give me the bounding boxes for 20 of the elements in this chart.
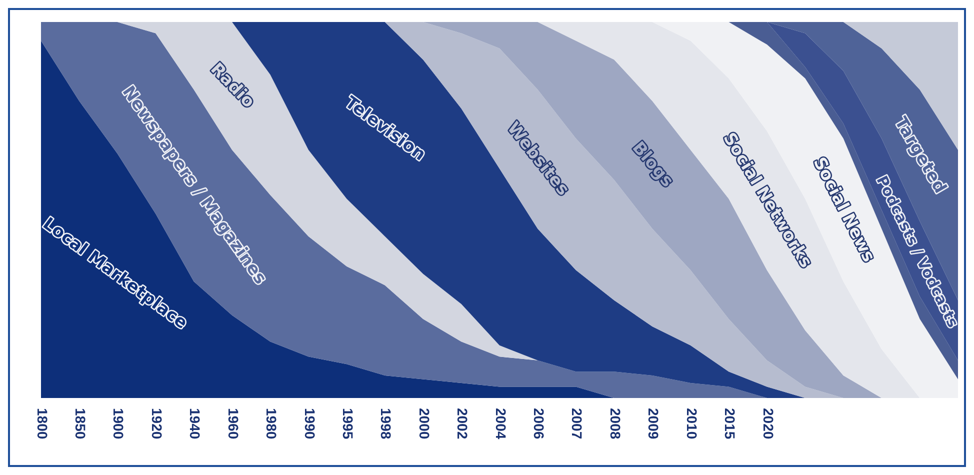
x-tick-label: 1940 [187,408,204,440]
x-tick-label: 2002 [454,408,471,440]
x-tick-label: 1998 [378,408,394,440]
x-tick-label: 1980 [264,408,280,440]
x-tick-label: 1995 [340,408,356,440]
x-tick-label: 2000 [416,408,432,440]
x-tick-label: 1990 [302,408,318,440]
x-tick-label: 1800 [34,408,50,440]
x-tick-label: 2015 [722,408,738,440]
x-tick-label: 2010 [684,408,700,440]
x-tick-label: 2008 [607,408,624,440]
x-tick-label: 2006 [531,408,548,440]
x-tick-label: 1920 [148,408,165,440]
x-tick-label: 2007 [569,408,586,440]
x-tick-label: 2009 [646,408,662,440]
x-tick-label: 2004 [492,408,509,440]
x-tick-label: 1960 [225,408,242,440]
x-tick-label: 2020 [760,408,776,440]
x-tick-label: 1850 [72,408,89,440]
x-tick-label: 1900 [110,408,127,440]
